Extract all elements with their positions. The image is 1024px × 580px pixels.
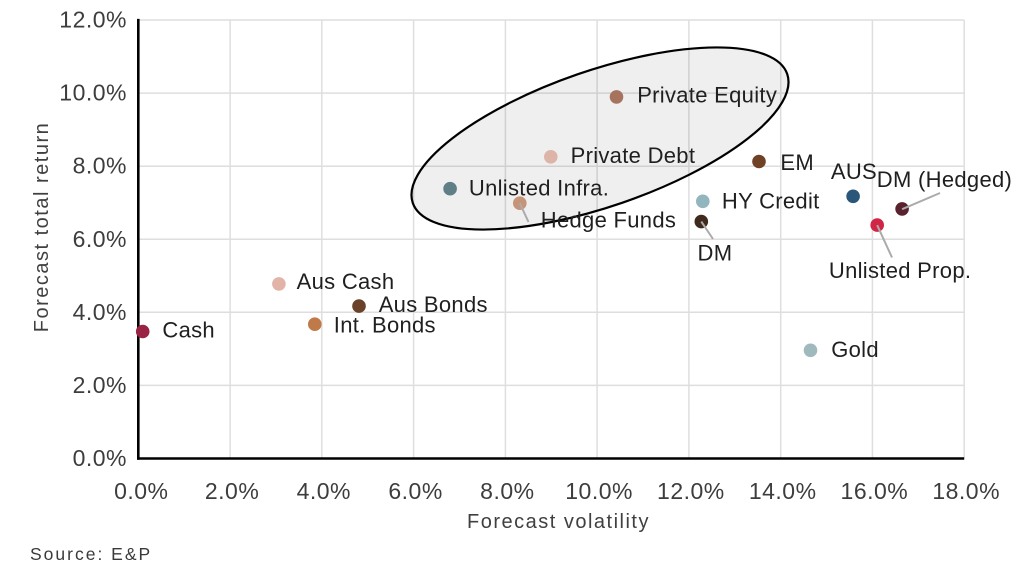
svg-text:Private Equity: Private Equity <box>637 83 777 108</box>
svg-text:0.0%: 0.0% <box>114 478 168 504</box>
svg-text:4.0%: 4.0% <box>297 478 351 504</box>
svg-text:AUS: AUS <box>831 159 877 184</box>
svg-text:Cash: Cash <box>162 318 215 343</box>
svg-text:16.0%: 16.0% <box>841 478 909 504</box>
svg-text:8.0%: 8.0% <box>73 153 127 179</box>
svg-text:Forecast volatility: Forecast volatility <box>467 511 650 533</box>
svg-text:EM: EM <box>780 150 814 175</box>
svg-text:18.0%: 18.0% <box>932 478 1000 504</box>
svg-text:10.0%: 10.0% <box>59 80 127 106</box>
svg-text:6.0%: 6.0% <box>388 478 442 504</box>
svg-text:Aus Bonds: Aus Bonds <box>379 292 488 317</box>
svg-text:4.0%: 4.0% <box>73 299 127 325</box>
svg-text:DM: DM <box>698 241 733 266</box>
svg-text:6.0%: 6.0% <box>73 226 127 252</box>
svg-text:10.0%: 10.0% <box>565 478 633 504</box>
svg-text:Hedge Funds: Hedge Funds <box>541 208 676 233</box>
svg-text:14.0%: 14.0% <box>749 478 817 504</box>
svg-text:Private Debt: Private Debt <box>571 143 696 168</box>
svg-text:Int. Bonds: Int. Bonds <box>334 312 436 337</box>
svg-text:HY Credit: HY Credit <box>722 189 820 214</box>
svg-text:12.0%: 12.0% <box>657 478 725 504</box>
svg-text:Forecast total return: Forecast total return <box>31 122 53 332</box>
svg-text:0.0%: 0.0% <box>73 445 127 471</box>
svg-text:Source: E&P: Source: E&P <box>30 544 152 564</box>
svg-text:2.0%: 2.0% <box>205 478 259 504</box>
svg-text:Unlisted Prop.: Unlisted Prop. <box>829 258 971 283</box>
svg-text:8.0%: 8.0% <box>480 478 534 504</box>
svg-text:2.0%: 2.0% <box>73 372 127 398</box>
svg-text:Aus Cash: Aus Cash <box>297 269 395 294</box>
svg-text:Unlisted Infra.: Unlisted Infra. <box>469 175 609 200</box>
svg-text:DM (Hedged): DM (Hedged) <box>877 167 1012 192</box>
svg-text:12.0%: 12.0% <box>59 7 127 33</box>
svg-text:Gold: Gold <box>831 337 879 362</box>
